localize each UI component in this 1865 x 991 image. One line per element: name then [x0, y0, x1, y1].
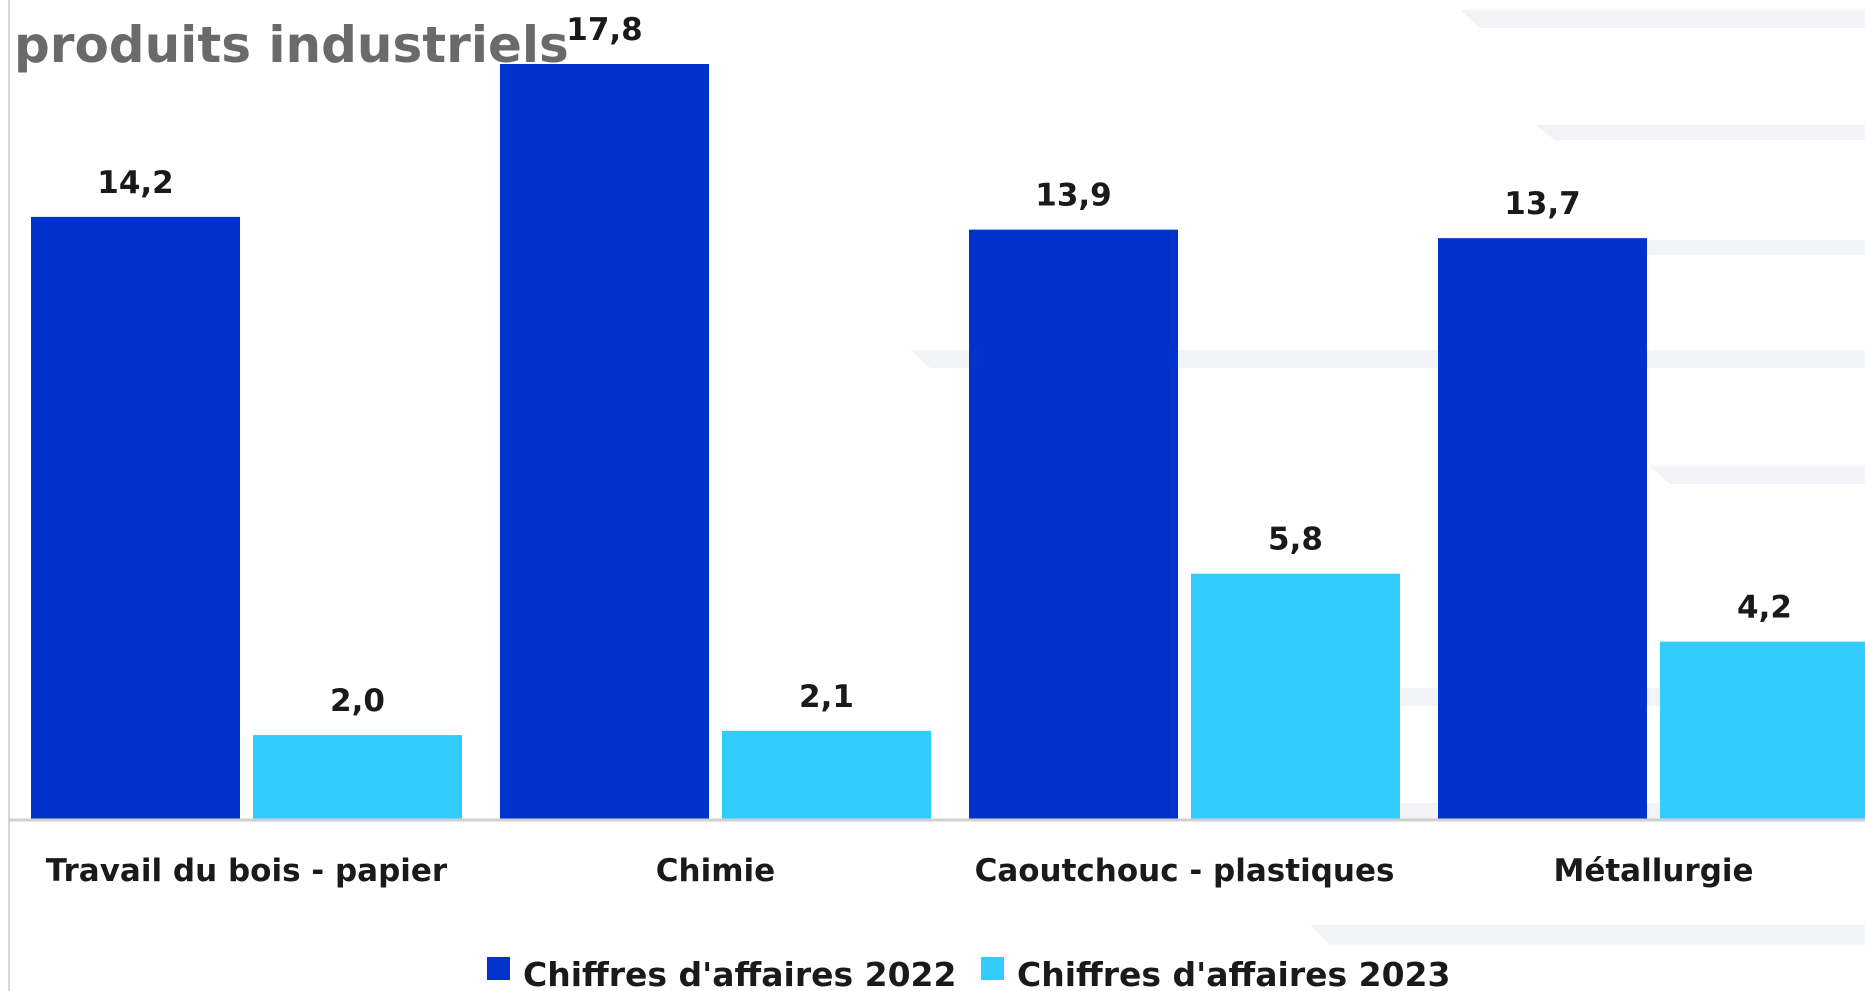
data-label-2022: 17,8 — [566, 12, 643, 48]
bar-2023 — [253, 735, 462, 820]
legend-label-2023: Chiffres d'affaires 2023 — [1017, 955, 1450, 991]
bar-2023 — [1660, 641, 1865, 820]
data-label-2023: 2,0 — [330, 683, 385, 719]
background-stripe — [1650, 466, 1865, 484]
bar-2022 — [1438, 238, 1647, 820]
x-axis-tick-labels: Travail du bois - papier Chimie Caoutchouc… — [46, 853, 1754, 889]
plot-area: 14,2 2,0 17,8 2,1 13,9 5,8 13,7 4,2 — [31, 12, 1865, 821]
legend-label-2022: Chiffres d'affaires 2022 — [523, 955, 956, 991]
bar-2023 — [722, 730, 931, 820]
x-tick-label: Caoutchouc - plastiques — [975, 853, 1395, 889]
x-tick-label: Chimie — [656, 853, 775, 889]
background-stripe — [1460, 10, 1865, 28]
legend: Chiffres d'affaires 2022 Chiffres d'affai… — [487, 955, 1450, 991]
bar-2022 — [500, 64, 709, 820]
background-stripe — [1585, 240, 1865, 255]
x-tick-label: Travail du bois - papier — [46, 853, 448, 889]
bar-2023 — [1191, 573, 1400, 820]
data-label-2022: 14,2 — [97, 165, 174, 201]
data-label-2023: 5,8 — [1268, 522, 1323, 558]
legend-swatch-2023 — [981, 957, 1004, 980]
data-label-2023: 2,1 — [799, 679, 854, 715]
data-label-2023: 4,2 — [1737, 590, 1792, 626]
background-stripe — [1310, 925, 1865, 945]
bar-2022 — [969, 229, 1178, 820]
data-label-2022: 13,7 — [1504, 186, 1581, 222]
x-tick-label: Métallurgie — [1553, 853, 1753, 889]
chart-title: produits industriels — [14, 16, 569, 74]
background-stripe — [1535, 125, 1865, 140]
data-label-2022: 13,9 — [1035, 178, 1112, 214]
bar-2022 — [31, 216, 240, 821]
legend-swatch-2022 — [487, 957, 510, 980]
